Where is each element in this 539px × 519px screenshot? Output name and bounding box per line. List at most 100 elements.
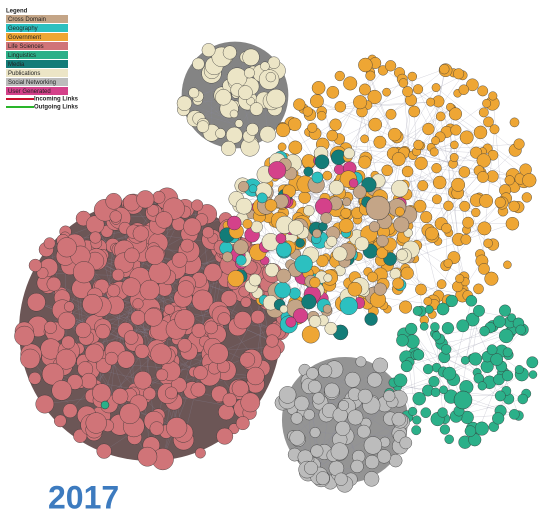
node [301,325,320,344]
node [436,279,447,289]
edge [225,296,266,371]
edge [78,310,219,349]
node [274,281,291,299]
node [417,180,429,192]
node [455,274,465,284]
edge [343,71,371,214]
node [376,247,388,259]
node [61,335,75,350]
node [392,277,405,290]
node [132,298,144,310]
hub-node [365,195,391,221]
node [367,89,382,105]
node [43,237,56,250]
legend-swatch [6,24,68,32]
legend-title: Legend [6,9,28,15]
edge [320,75,463,275]
node [356,424,371,439]
node [288,287,301,300]
edge [417,89,441,138]
node [290,412,303,425]
node [107,284,121,298]
node [322,170,333,181]
node [105,192,122,210]
node [332,246,348,262]
hub-node [100,400,110,410]
node [216,427,234,445]
edge [308,132,456,193]
legend-swatch [6,78,68,86]
node [163,303,175,315]
node [443,258,453,268]
node [473,125,488,140]
node [174,309,196,330]
node [502,347,513,358]
node [360,134,369,144]
node [492,412,505,425]
node [347,409,364,426]
node [278,386,297,404]
legend-label: Geography [8,26,38,32]
node [238,85,253,100]
edge [308,420,401,473]
node [233,239,249,255]
node [233,311,252,330]
node [367,271,378,283]
node [342,197,352,207]
node [445,294,458,308]
node [322,304,332,314]
node [522,173,537,188]
node [476,153,491,168]
node [478,263,490,275]
node [298,191,311,204]
hub-node [453,390,473,410]
node [399,436,413,450]
node [84,343,104,363]
node [27,292,46,312]
node [318,363,333,378]
node [435,111,446,122]
node [358,57,373,73]
edge [453,202,501,258]
node [207,343,229,364]
node [51,380,72,401]
node [465,295,478,307]
node [239,351,256,368]
node [442,366,457,381]
legend-swatch [6,42,68,50]
legend-swatch [6,51,68,59]
node [267,56,281,69]
legend-label: Life Sciences [8,44,44,50]
node [468,352,483,366]
node [137,446,158,467]
node [309,94,324,109]
node [242,218,253,229]
node [304,460,318,475]
node [56,237,77,258]
node [301,294,317,310]
node [449,107,463,121]
legend-swatch [6,60,68,68]
node [143,387,157,401]
node [294,254,313,274]
node [515,324,526,336]
node [424,305,434,314]
node [343,76,358,91]
node [334,472,348,486]
node [307,122,318,133]
node [95,324,111,340]
node [320,212,332,224]
node [411,425,422,436]
node [266,88,286,109]
node [201,43,216,57]
node [450,140,459,150]
node [220,290,238,307]
node [191,199,204,212]
node [242,48,260,66]
node [355,356,367,368]
node [477,381,487,391]
legend-swatch [6,69,68,77]
node [353,95,368,110]
node [465,312,480,327]
